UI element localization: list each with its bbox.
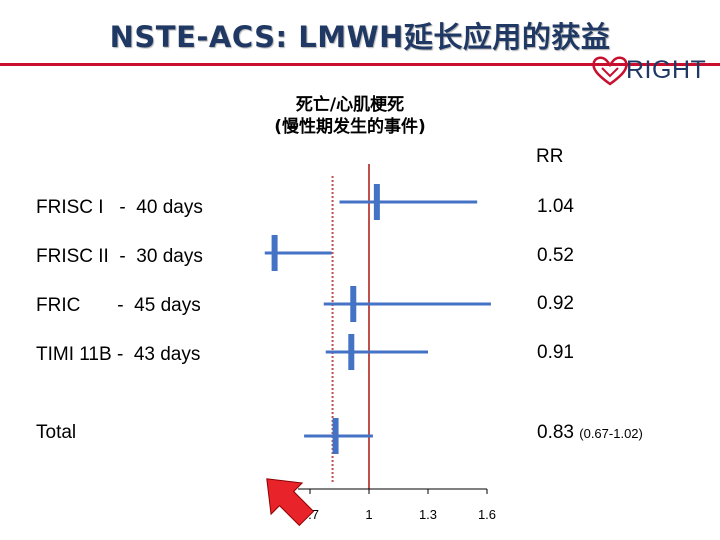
trial-label-timi-11b: TIMI 11B - 43 days [36,344,201,365]
rr-column-header: RR [536,146,564,167]
trial-label-frisc-1: FRISC I - 40 days [36,197,203,218]
ci-text-total: (0.67-1.02) [579,426,643,441]
rr-value-text: 0.83 [537,422,574,443]
rr-value-text: 0.52 [537,245,574,266]
point-estimate-mark [348,334,355,370]
x-tick-label: 1.6 [478,507,496,522]
subtitle-outcome: 死亡/心肌梗死 [295,95,405,115]
heart-logo-icon [592,56,628,86]
point-estimate-mark [271,235,278,271]
rr-value-text: 0.92 [537,293,574,314]
point-estimate-mark [350,286,357,322]
logo-text: RIGHT [626,56,707,84]
rr-value-frisc-2: 0.52 [537,245,574,267]
trial-label-fric: FRIC - 45 days [36,295,201,316]
x-tick-label: 1.3 [419,507,437,522]
slide-title: NSTE-ACS: LMWH延长应用的获益 [109,20,611,54]
rr-value-fric: 0.92 [537,293,574,315]
right-logo: RIGHT [590,54,710,88]
rr-value-timi-11b: 0.91 [537,342,574,364]
trial-label-frisc-2: FRISC II - 30 days [36,246,203,267]
title-rule [0,63,720,66]
rr-value-text: 0.91 [537,342,574,363]
rr-value-total: 0.83 (0.67-1.02) [537,422,643,444]
point-estimate-mark [332,418,339,454]
point-estimate-mark [373,184,380,220]
x-tick-label: 1 [365,507,372,522]
subtitle-timing: (慢性期发生的事件) [274,117,426,137]
trial-label-total: Total [36,422,77,443]
rr-value-frisc-1: 1.04 [537,196,574,218]
rr-value-text: 1.04 [537,196,574,217]
